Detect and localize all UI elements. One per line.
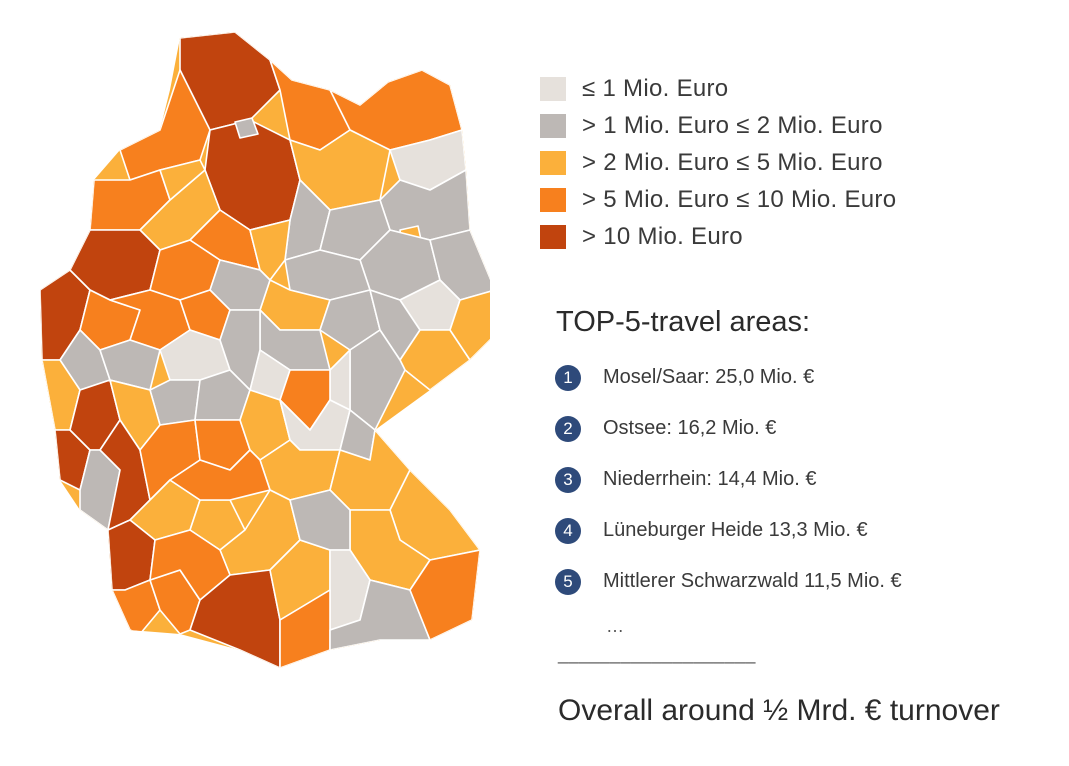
divider-line: ___________________ (558, 644, 756, 664)
legend-item-tier-2: > 2 Mio. Euro ≤ 5 Mio. Euro (540, 144, 896, 181)
legend-swatch (540, 224, 566, 249)
map-regions (40, 32, 490, 668)
legend-label: > 5 Mio. Euro ≤ 10 Mio. Euro (582, 185, 897, 213)
rank-badge: 1 (555, 364, 581, 391)
region-hannover (249, 219, 291, 281)
region-oberlausitz (449, 289, 490, 361)
top-area-item: 2 Ostsee: 16,2 Mio. € (555, 403, 902, 454)
rank-badge: 3 (555, 466, 581, 493)
more-ellipsis: … (606, 616, 624, 636)
top-area-label: Ostsee: 16,2 Mio. € (603, 417, 777, 439)
legend-swatch (540, 187, 566, 212)
top-area-item: 3 Niederrhein: 14,4 Mio. € (555, 454, 902, 505)
legend-label: ≤ 1 Mio. Euro (582, 74, 729, 102)
germany-map (30, 30, 490, 670)
legend-item-tier-0: ≤ 1 Mio. Euro (540, 70, 896, 107)
legend-swatch (540, 76, 566, 101)
top-areas-title: TOP-5-travel areas: (556, 306, 811, 338)
rank-badge: 5 (555, 568, 581, 595)
region-oldenburg (159, 159, 206, 201)
legend-item-tier-1: > 1 Mio. Euro ≤ 2 Mio. Euro (540, 107, 896, 144)
top-area-item: 4 Lüneburger Heide 13,3 Mio. € (555, 505, 902, 556)
top-area-label: Niederrhein: 14,4 Mio. € (603, 468, 817, 490)
legend: ≤ 1 Mio. Euro > 1 Mio. Euro ≤ 2 Mio. Eur… (540, 70, 896, 255)
legend-label: > 10 Mio. Euro (582, 222, 743, 250)
region-westerwald (99, 339, 161, 391)
top-areas-list: 1 Mosel/Saar: 25,0 Mio. € 2 Ostsee: 16,2… (555, 352, 902, 607)
top-area-item: 5 Mittlerer Schwarzwald 11,5 Mio. € (555, 556, 902, 607)
legend-swatch (540, 113, 566, 138)
germany-map-svg (40, 32, 490, 668)
region-hohenlohe (169, 449, 271, 501)
top-area-label: Mosel/Saar: 25,0 Mio. € (603, 366, 815, 388)
legend-item-tier-3: > 5 Mio. Euro ≤ 10 Mio. Euro (540, 181, 896, 218)
region-berchtesgaden (329, 579, 431, 651)
rank-badge: 4 (555, 517, 581, 544)
legend-label: > 1 Mio. Euro ≤ 2 Mio. Euro (582, 111, 883, 139)
region-altmuehltal (409, 549, 481, 641)
top-area-label: Lüneburger Heide 13,3 Mio. € (603, 519, 868, 541)
top-area-label: Mittlerer Schwarzwald 11,5 Mio. € (603, 570, 902, 592)
legend-label: > 2 Mio. Euro ≤ 5 Mio. Euro (582, 148, 883, 176)
overall-turnover: Overall around ½ Mrd. € turnover (558, 694, 1000, 727)
region-hamburg (234, 117, 259, 139)
rank-badge: 2 (555, 415, 581, 442)
legend-item-tier-4: > 10 Mio. Euro (540, 218, 896, 255)
legend-swatch (540, 150, 566, 175)
top-area-item: 1 Mosel/Saar: 25,0 Mio. € (555, 352, 902, 403)
